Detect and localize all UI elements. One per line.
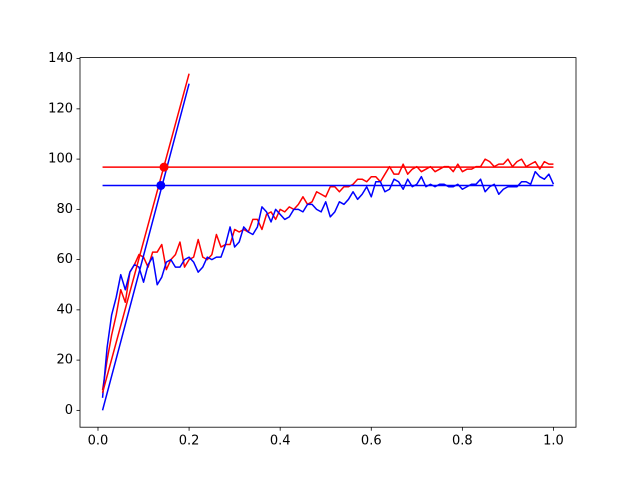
- x-tick-label: 0.6: [361, 434, 382, 449]
- marker: [156, 180, 166, 190]
- series-line: [101, 170, 555, 398]
- marker: [159, 162, 169, 172]
- y-tick-label: 80: [56, 202, 73, 217]
- y-tick-label: 20: [56, 353, 73, 368]
- x-tick-label: 1.0: [543, 434, 564, 449]
- x-tick-label: 0.2: [179, 434, 200, 449]
- y-tick-label: 100: [48, 152, 73, 167]
- y-tick-label: 120: [48, 101, 73, 116]
- y-tick-label: 60: [56, 252, 73, 267]
- y-tick-label: 140: [48, 51, 73, 66]
- series-line: [101, 83, 190, 411]
- x-tick-label: 0.0: [88, 434, 109, 449]
- y-tick-label: 0: [65, 403, 73, 418]
- x-tick-label: 0.8: [452, 434, 473, 449]
- series-line: [101, 73, 190, 393]
- x-tick-label: 0.4: [270, 434, 291, 449]
- plot-frame: [79, 57, 577, 428]
- y-tick-label: 40: [56, 302, 73, 317]
